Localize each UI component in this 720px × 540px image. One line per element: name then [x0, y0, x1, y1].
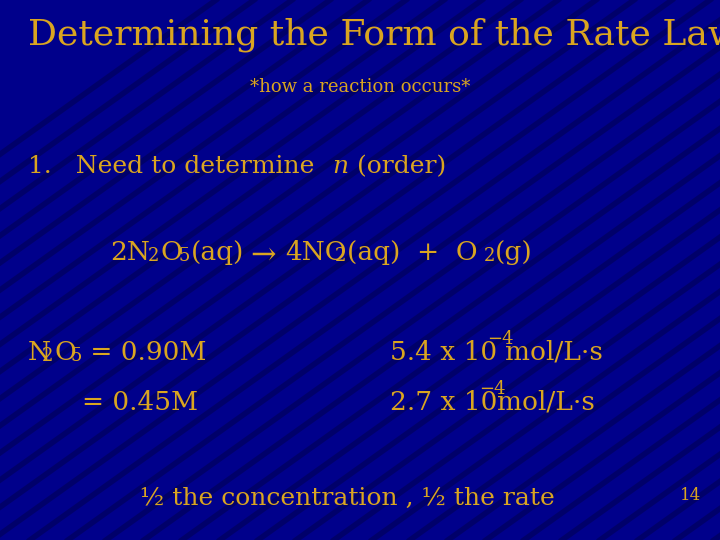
- Text: (order): (order): [349, 155, 446, 178]
- Text: O: O: [161, 240, 183, 265]
- Text: 2N: 2N: [110, 240, 150, 265]
- Text: 5: 5: [179, 247, 190, 265]
- Text: 14: 14: [680, 487, 701, 504]
- Text: O: O: [54, 340, 76, 365]
- Text: = 0.45M: = 0.45M: [82, 390, 198, 415]
- Text: 2: 2: [335, 247, 346, 265]
- Text: 5.4 x 10: 5.4 x 10: [390, 340, 505, 365]
- Text: 2: 2: [42, 347, 53, 365]
- Text: (aq): (aq): [191, 240, 244, 265]
- Text: mol/L·s: mol/L·s: [505, 340, 603, 365]
- Text: 2: 2: [484, 247, 495, 265]
- Text: (aq)  +  O: (aq) + O: [347, 240, 477, 265]
- Text: −4: −4: [487, 330, 513, 348]
- Text: = 0.90M: = 0.90M: [82, 340, 207, 365]
- Text: 4NO: 4NO: [285, 240, 346, 265]
- Text: Determining the Form of the Rate Law: Determining the Form of the Rate Law: [28, 18, 720, 52]
- Text: ½ the concentration , ½ the rate: ½ the concentration , ½ the rate: [140, 487, 554, 510]
- Text: n: n: [332, 155, 348, 178]
- Text: −4: −4: [479, 380, 505, 398]
- Text: 5: 5: [71, 347, 82, 365]
- Text: *how a reaction occurs*: *how a reaction occurs*: [250, 78, 470, 96]
- Text: 2: 2: [148, 247, 159, 265]
- Text: N: N: [28, 340, 51, 365]
- Text: mol/L·s: mol/L·s: [497, 390, 595, 415]
- Text: (g): (g): [495, 240, 533, 265]
- Text: 2.7 x 10: 2.7 x 10: [390, 390, 498, 415]
- Text: →: →: [250, 240, 276, 271]
- Text: 1.   Need to determine: 1. Need to determine: [28, 155, 323, 178]
